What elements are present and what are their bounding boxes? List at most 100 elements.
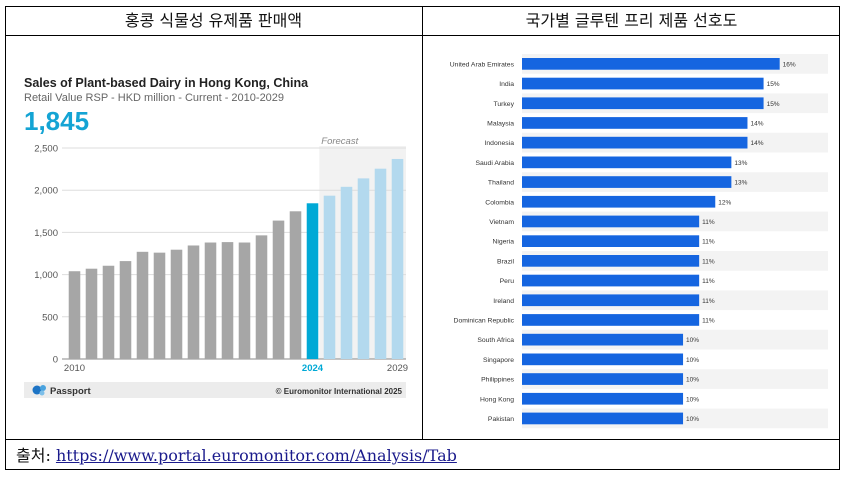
sales-bar-2010 [68, 271, 81, 359]
value-label: 12% [718, 199, 731, 206]
sales-bar-2027 [357, 178, 370, 359]
value-label: 11% [702, 239, 715, 246]
source-label: 출처: [16, 446, 51, 465]
y-tick-label: 1,000 [34, 270, 58, 281]
value-label: 10% [686, 337, 699, 344]
country-bar [522, 215, 700, 228]
passport-logo [32, 385, 46, 396]
sales-bar-2021 [255, 235, 268, 359]
sales-bar-2028 [374, 168, 387, 359]
x-tick-label: 2029 [387, 363, 408, 374]
country-label: South Africa [477, 337, 514, 344]
country-label: United Arab Emirates [450, 61, 515, 68]
country-bar [522, 195, 716, 208]
sales-bar-2025 [323, 195, 336, 359]
forecast-label: Forecast [321, 136, 358, 147]
chart-title: Sales of Plant-based Dairy in Hong Kong,… [24, 76, 309, 90]
sales-bar-2016 [170, 249, 183, 359]
value-label: 14% [750, 120, 763, 127]
country-bar [522, 156, 732, 169]
country-label: India [499, 81, 514, 88]
sales-bar-2023 [289, 211, 302, 359]
country-label: Colombia [485, 199, 514, 206]
sales-bar-2019 [221, 242, 234, 359]
country-label: Dominican Republic [454, 317, 515, 324]
value-label: 10% [686, 416, 699, 423]
value-label: 11% [702, 298, 715, 305]
value-label: 11% [702, 258, 715, 265]
y-tick-label: 1,500 [34, 228, 58, 239]
value-label: 13% [734, 180, 747, 187]
country-bar [522, 97, 764, 110]
footer-divider [5, 439, 840, 440]
country-bar [522, 333, 684, 346]
country-bar [522, 412, 684, 425]
sales-bar-2015 [153, 252, 166, 359]
chart-subtitle: Retail Value RSP - HKD million - Current… [24, 92, 284, 104]
y-tick-label: 2,000 [34, 186, 58, 197]
sales-bar-2017 [187, 245, 200, 359]
country-bar [522, 136, 748, 149]
country-bar [522, 373, 684, 385]
sales-bar-2029 [391, 158, 404, 359]
y-tick-label: 2,500 [34, 144, 58, 155]
country-label: Thailand [488, 180, 514, 187]
country-label: Singapore [483, 357, 514, 364]
gluten-free-chart: United Arab Emirates 16% India 15% Turkey 15%… [450, 54, 828, 429]
country-label: Indonesia [485, 140, 515, 147]
country-bar [522, 274, 700, 287]
country-label: Brazil [497, 258, 514, 265]
left-header: 홍콩 식물성 유제품 판매액 [124, 11, 303, 30]
country-label: Philippines [481, 377, 514, 384]
value-label: 11% [702, 278, 715, 285]
footer-bar [24, 382, 406, 398]
y-tick-label: 0 [53, 355, 58, 366]
country-bar [522, 176, 732, 188]
country-label: Vietnam [489, 219, 514, 226]
value-label: 13% [734, 160, 747, 167]
sales-bar-2026 [340, 186, 353, 359]
sales-bar-2018 [204, 242, 217, 359]
source-line: 출처: https://www.portal.euromonitor.com/A… [16, 443, 457, 469]
country-bar [522, 294, 700, 307]
country-label: Turkey [493, 101, 514, 108]
sales-bar-2011 [85, 268, 98, 359]
country-bar [522, 77, 764, 90]
source-link[interactable]: https://www.portal.euromonitor.com/Analy… [55, 446, 457, 465]
column-divider [422, 6, 423, 440]
sales-bar-2020 [238, 242, 251, 359]
country-bar [522, 392, 684, 405]
y-tick-label: 500 [42, 312, 58, 323]
value-label: 10% [686, 396, 699, 403]
value-label: 16% [783, 61, 796, 68]
value-label: 15% [767, 81, 780, 88]
passport-brand: Passport [50, 386, 91, 397]
value-label: 15% [767, 101, 780, 108]
country-label: Pakistan [488, 416, 514, 423]
value-label: 11% [702, 317, 715, 324]
plant-dairy-chart: Sales of Plant-based Dairy in Hong Kong,… [24, 76, 408, 398]
right-header: 국가별 글루텐 프리 제품 선호도 [525, 11, 738, 30]
country-bar [522, 314, 700, 326]
country-bar [522, 58, 780, 70]
sales-bar-2024 [306, 203, 319, 359]
country-bar [522, 353, 684, 366]
x-tick-label: 2024 [302, 363, 324, 374]
country-bar [522, 117, 748, 129]
country-bar [522, 235, 700, 247]
country-bar [522, 255, 700, 267]
copyright: © Euromonitor International 2025 [276, 387, 403, 396]
value-label: 10% [686, 377, 699, 384]
value-label: 10% [686, 357, 699, 364]
header-divider [5, 35, 840, 36]
value-label: 14% [750, 140, 763, 147]
value-label: 11% [702, 219, 715, 226]
country-label: Ireland [493, 298, 514, 305]
country-label: Peru [500, 278, 515, 285]
country-label: Malaysia [487, 120, 514, 127]
country-label: Saudi Arabia [475, 160, 514, 167]
country-label: Hong Kong [480, 396, 514, 403]
sales-bar-2012 [102, 265, 115, 359]
big-value: 1,845 [24, 106, 89, 136]
country-label: Nigeria [492, 239, 514, 246]
